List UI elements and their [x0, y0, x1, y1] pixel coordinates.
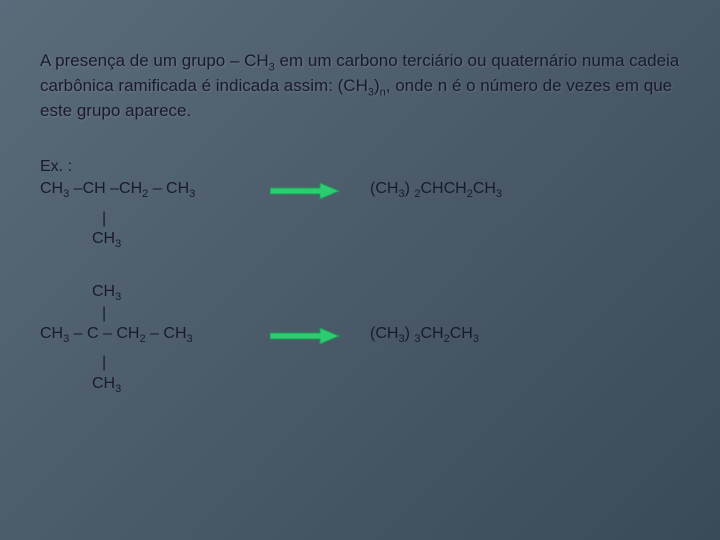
example-2-row: CH3 – C – CH2 – CH3 (CH3) 3CH2CH3	[40, 325, 680, 345]
ex1-b-t1: CH	[92, 230, 115, 247]
ex1-r-t3: CHCH	[420, 180, 466, 197]
ex2-tb-s1: 3	[115, 291, 121, 303]
ex2-l-t3: – CH	[146, 325, 187, 342]
example-1-row: CH3 –CH –CH2 – CH3 (CH3) 2CHCH2CH3	[40, 180, 680, 200]
ex1-b-s1: 3	[115, 239, 121, 251]
ex2-bot-branch: CH3	[40, 374, 680, 396]
ex2-top-branch: CH3	[40, 282, 680, 304]
example-2-block: CH3 | CH3 – C – CH2 – CH3 (CH3) 3CH2CH3 …	[40, 282, 680, 397]
ex1-l-t1: CH	[40, 180, 63, 197]
ex2-l-t1: CH	[40, 325, 63, 342]
ex1-l-t2: –CH –CH	[69, 180, 142, 197]
example-label: Ex. :	[40, 158, 680, 176]
ex1-l-t3: – CH	[148, 180, 189, 197]
ex2-l-t2: – C – CH	[69, 325, 139, 342]
ex2-bb-s1: 3	[115, 383, 121, 395]
ex1-left-formula: CH3 –CH –CH2 – CH3	[40, 180, 270, 200]
ex2-bot-bar: |	[40, 353, 680, 374]
ex1-r-t1: (CH	[370, 180, 398, 197]
ex2-right-formula: (CH3) 3CH2CH3	[370, 325, 479, 345]
ex2-r-t4: CH	[450, 325, 473, 342]
ex2-r-t1: (CH	[370, 325, 398, 342]
ex2-tb-t1: CH	[92, 283, 115, 300]
ex2-left-formula: CH3 – C – CH2 – CH3	[40, 325, 270, 345]
ex2-r-s4: 3	[473, 333, 479, 345]
ex2-bb-t1: CH	[92, 375, 115, 392]
arrow-polygon	[270, 328, 339, 344]
ex2-top-bar: |	[40, 304, 680, 325]
ex1-branch: CH3	[40, 229, 680, 251]
intro-paragraph: A presença de um grupo – CH3 em um carbo…	[40, 50, 680, 123]
ex1-branch-bar: |	[40, 209, 680, 230]
ex1-r-s4: 3	[496, 189, 502, 201]
ex2-l-s3: 3	[187, 333, 193, 345]
ex2-r-t2: )	[405, 325, 415, 342]
ex2-arrow-cell	[270, 325, 370, 345]
ex1-r-t4: CH	[473, 180, 496, 197]
ex1-right-formula: (CH3) 2CHCH2CH3	[370, 180, 502, 200]
ex1-l-s3: 3	[189, 189, 195, 201]
arrow-icon	[270, 182, 340, 200]
para-text-1: A presença de um grupo – CH	[40, 51, 269, 70]
arrow-icon	[270, 327, 340, 345]
ex1-arrow-cell	[270, 180, 370, 200]
arrow-polygon	[270, 183, 339, 199]
ex1-r-t2: )	[405, 180, 415, 197]
ex2-r-t3: CH	[420, 325, 443, 342]
